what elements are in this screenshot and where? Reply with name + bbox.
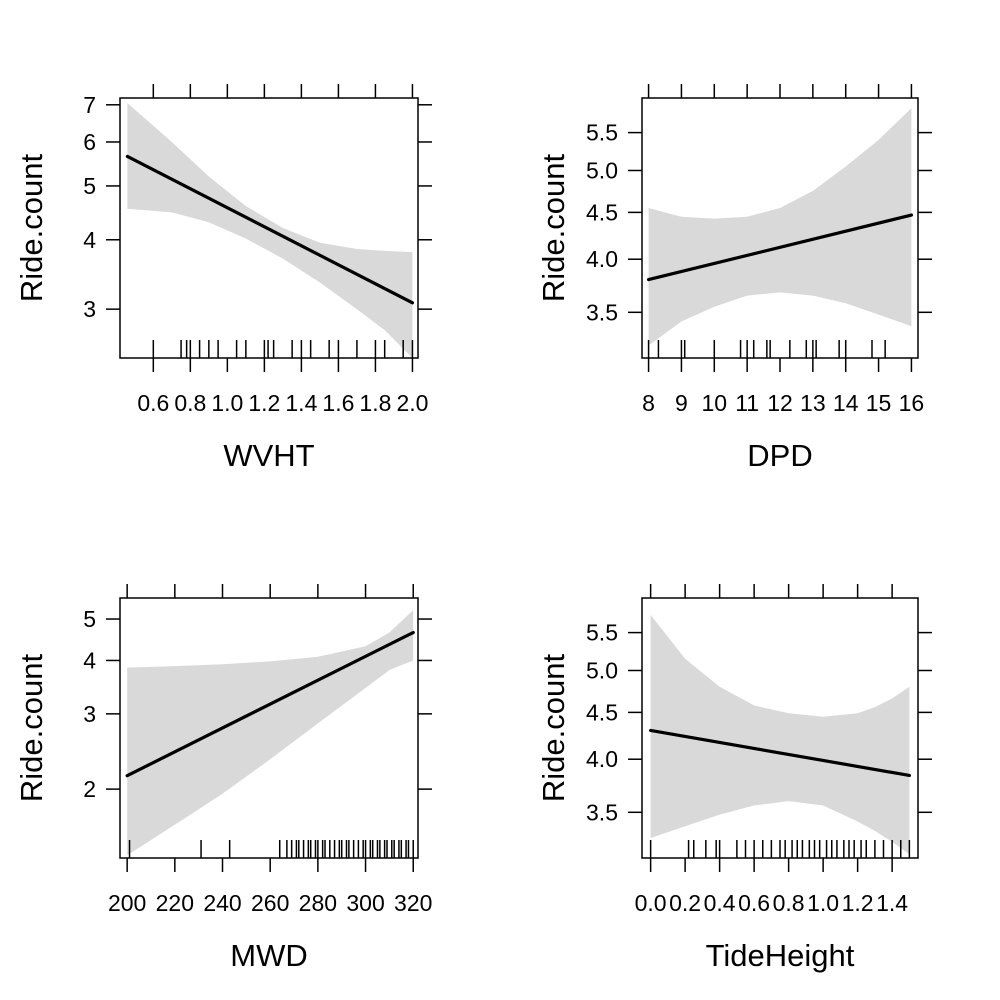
y-axis-label: Ride.count	[14, 654, 49, 803]
x-tick-label: 220	[156, 890, 194, 916]
fit-line	[125, 154, 415, 305]
effect-panel-2: 8 9 10 11 12 13 14 15 16 3.5 4.0 4.5 5.0 5.5 DPD Ride.c…	[536, 84, 932, 473]
effect-panel-1: 0.6 0.8 1.0 1.2 1.4 1.6 1.8 2.0 3 4 5 6 7 WVHT Ride.co…	[14, 84, 432, 473]
y-tick-label: 3.5	[586, 799, 618, 825]
panel-frame	[641, 597, 919, 859]
y-tick-label: 4.5	[586, 699, 618, 725]
fit-line	[649, 728, 911, 778]
y-axis-label: Ride.count	[14, 154, 49, 303]
x-tick-label: 11	[735, 390, 759, 416]
panel-frame	[119, 97, 419, 359]
x-tick-label: 1.0	[211, 390, 243, 416]
x-tick-label: 280	[299, 890, 337, 916]
x-tick-label: 1.0	[807, 890, 839, 916]
panel-frame	[119, 597, 419, 859]
y-tick-label: 3	[83, 296, 96, 322]
x-tick-label: 1.2	[842, 890, 874, 916]
x-tick-label: 1.4	[285, 390, 317, 416]
x-tick-label: 12	[767, 390, 793, 416]
x-axis-label: MWD	[230, 938, 307, 973]
x-tick-label: 260	[251, 890, 289, 916]
x-tick-label: 320	[394, 890, 432, 916]
y-tick-label: 5	[83, 606, 96, 632]
x-axis-label: DPD	[747, 438, 812, 473]
x-tick-label: 16	[899, 390, 925, 416]
x-tick-label: 15	[866, 390, 892, 416]
x-tick-label: 1.2	[248, 390, 280, 416]
y-tick-label: 5.0	[586, 157, 618, 183]
x-tick-label: 240	[203, 890, 241, 916]
effect-panel-4: 0.0 0.2 0.4 0.6 0.8 1.0 1.2 1.4 3.5 4.0 4.5 5.0 5.5 T…	[536, 584, 932, 973]
x-tick-label: 13	[800, 390, 826, 416]
x-tick-label: 1.6	[322, 390, 354, 416]
x-tick-label: 14	[833, 390, 859, 416]
y-tick-label: 4	[83, 227, 96, 253]
x-tick-label: 2.0	[396, 390, 428, 416]
x-tick-label: 300	[346, 890, 384, 916]
y-axis-label: Ride.count	[536, 154, 571, 303]
x-tick-label: 0.4	[704, 890, 736, 916]
x-tick-label: 200	[108, 890, 146, 916]
y-tick-label: 4	[83, 647, 96, 673]
fit-line	[125, 630, 415, 778]
x-tick-label: 0.0	[635, 890, 667, 916]
y-tick-label: 2	[83, 776, 96, 802]
x-tick-label: 0.6	[738, 890, 770, 916]
x-tick-label: 10	[701, 390, 727, 416]
y-tick-label: 5.5	[586, 120, 618, 146]
y-tick-label: 5.0	[586, 657, 618, 683]
confidence-band	[648, 108, 912, 346]
y-tick-label: 3	[83, 701, 96, 727]
x-tick-label: 0.6	[137, 390, 169, 416]
confidence-band	[127, 610, 414, 856]
y-tick-label: 3.5	[586, 299, 618, 325]
x-tick-label: 1.8	[359, 390, 391, 416]
x-axis-label: TideHeight	[706, 938, 855, 973]
y-tick-label: 6	[83, 129, 96, 155]
y-tick-label: 5.5	[586, 620, 618, 646]
y-tick-label: 4.5	[586, 199, 618, 225]
x-tick-label: 8	[642, 390, 655, 416]
x-tick-label: 9	[675, 390, 688, 416]
y-tick-label: 4.0	[586, 246, 618, 272]
y-axis-label: Ride.count	[536, 654, 571, 803]
y-tick-label: 7	[83, 92, 96, 118]
y-tick-label: 4.0	[586, 746, 618, 772]
x-tick-label: 0.8	[773, 890, 805, 916]
x-tick-label: 1.4	[876, 890, 908, 916]
confidence-band	[650, 614, 910, 855]
y-tick-label: 5	[83, 173, 96, 199]
effect-panel-3: 200 220 240 260 280 300 320 2 3 4 5 MWD Ride.count	[14, 584, 432, 973]
x-tick-label: 0.8	[174, 390, 206, 416]
x-axis-label: WVHT	[223, 438, 314, 473]
x-tick-label: 0.2	[669, 890, 701, 916]
fit-line	[646, 213, 914, 282]
